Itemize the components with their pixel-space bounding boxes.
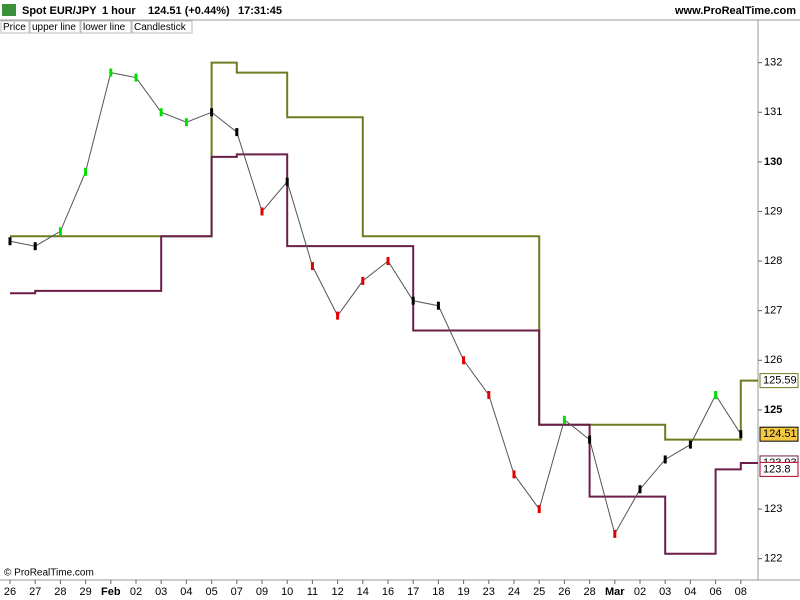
logo-icon [2, 4, 16, 16]
candle [336, 311, 340, 320]
x-tick-label: 17 [407, 586, 419, 598]
legend-label: upper line [32, 22, 76, 33]
legend-box [0, 20, 30, 34]
y-tick-label: 128 [764, 255, 782, 267]
x-tick-label: 02 [130, 586, 142, 598]
x-tick-label: 18 [432, 586, 444, 598]
candle [134, 73, 138, 82]
y-tick-label: 122 [764, 553, 782, 565]
interval: 1 hour [102, 5, 136, 17]
x-tick-label: 04 [180, 586, 192, 598]
time: 17:31:45 [238, 5, 282, 17]
candle [310, 262, 314, 271]
x-tick-label: 29 [79, 586, 91, 598]
y-tick-label: 129 [764, 205, 782, 217]
x-tick-label: 09 [256, 586, 268, 598]
candle [33, 242, 37, 251]
indicator-line [10, 153, 758, 555]
candle [562, 415, 566, 424]
candle [688, 440, 692, 449]
candle [109, 68, 113, 77]
x-tick-label: 04 [684, 586, 696, 598]
candle [613, 529, 617, 538]
legend-label: lower line [83, 22, 126, 33]
legend: Price upper line lower line Candlestick [0, 20, 193, 34]
price-label-box [759, 461, 799, 477]
candle [588, 435, 592, 444]
x-tick-label: 23 [483, 586, 495, 598]
legend-label: Candlestick [134, 22, 187, 33]
x-tick-label: 03 [155, 586, 167, 598]
y-tick-label: 132 [764, 57, 782, 69]
candle [159, 108, 163, 117]
x-tick-label: 11 [307, 586, 318, 598]
price-label-box [759, 426, 799, 442]
x-tick-label: 10 [281, 586, 293, 598]
y-tick-label: 127 [764, 305, 782, 317]
candle [487, 390, 491, 399]
candle [739, 430, 743, 439]
candle [184, 118, 188, 127]
x-tick-label: 28 [54, 586, 66, 598]
candle [8, 237, 12, 246]
price-label-box [759, 373, 799, 389]
x-tick-label: 26 [4, 586, 16, 598]
candle [210, 108, 214, 117]
x-tick-label: 06 [709, 586, 721, 598]
legend-box [29, 20, 81, 34]
candle [462, 356, 466, 365]
title: Spot EUR/JPY [22, 5, 97, 17]
candle [411, 296, 415, 305]
x-tick-label: 24 [508, 586, 520, 598]
y-tick-label: 130 [764, 156, 782, 168]
candle [235, 128, 239, 137]
y-tick-label: 125 [764, 404, 782, 416]
candle [285, 177, 289, 186]
price-label: 124.51 [763, 428, 797, 440]
candle [663, 455, 667, 464]
candle [386, 257, 390, 266]
candle [58, 227, 62, 236]
candle [512, 470, 516, 479]
x-tick-label: 12 [331, 586, 343, 598]
x-tick-label: 25 [533, 586, 545, 598]
candle [436, 301, 440, 310]
legend-label: Price [3, 22, 26, 33]
y-tick-label: 131 [764, 106, 782, 118]
x-tick-label: 02 [634, 586, 646, 598]
x-tick-label: Mar [605, 586, 625, 598]
candle [638, 485, 642, 494]
candle [260, 207, 264, 216]
price-label: 123.8 [763, 463, 791, 475]
x-tick-label: 05 [205, 586, 217, 598]
price-line [9, 71, 742, 536]
x-tick-label: 16 [382, 586, 394, 598]
legend-box [131, 20, 193, 34]
x-tick-label: 08 [735, 586, 747, 598]
x-tick-label: 03 [659, 586, 671, 598]
x-tick-label: Feb [101, 586, 121, 598]
x-tick-label: 07 [231, 586, 243, 598]
candle [537, 505, 541, 514]
x-tick-label: 28 [583, 586, 595, 598]
copyright: © ProRealTime.com [4, 568, 94, 579]
price-label: 125.59 [763, 375, 797, 387]
x-tick-label: 14 [357, 586, 369, 598]
x-tick-label: 27 [29, 586, 41, 598]
x-tick-label: 26 [558, 586, 570, 598]
candle [84, 167, 88, 176]
candle [714, 390, 718, 399]
candle [361, 276, 365, 285]
x-tick-label: 19 [457, 586, 469, 598]
y-tick-label: 123 [764, 503, 782, 515]
legend-box [80, 20, 132, 34]
website: www.ProRealTime.com [674, 5, 796, 17]
last-change: 124.51 (+0.44%) [148, 5, 230, 17]
y-tick-label: 126 [764, 354, 782, 366]
